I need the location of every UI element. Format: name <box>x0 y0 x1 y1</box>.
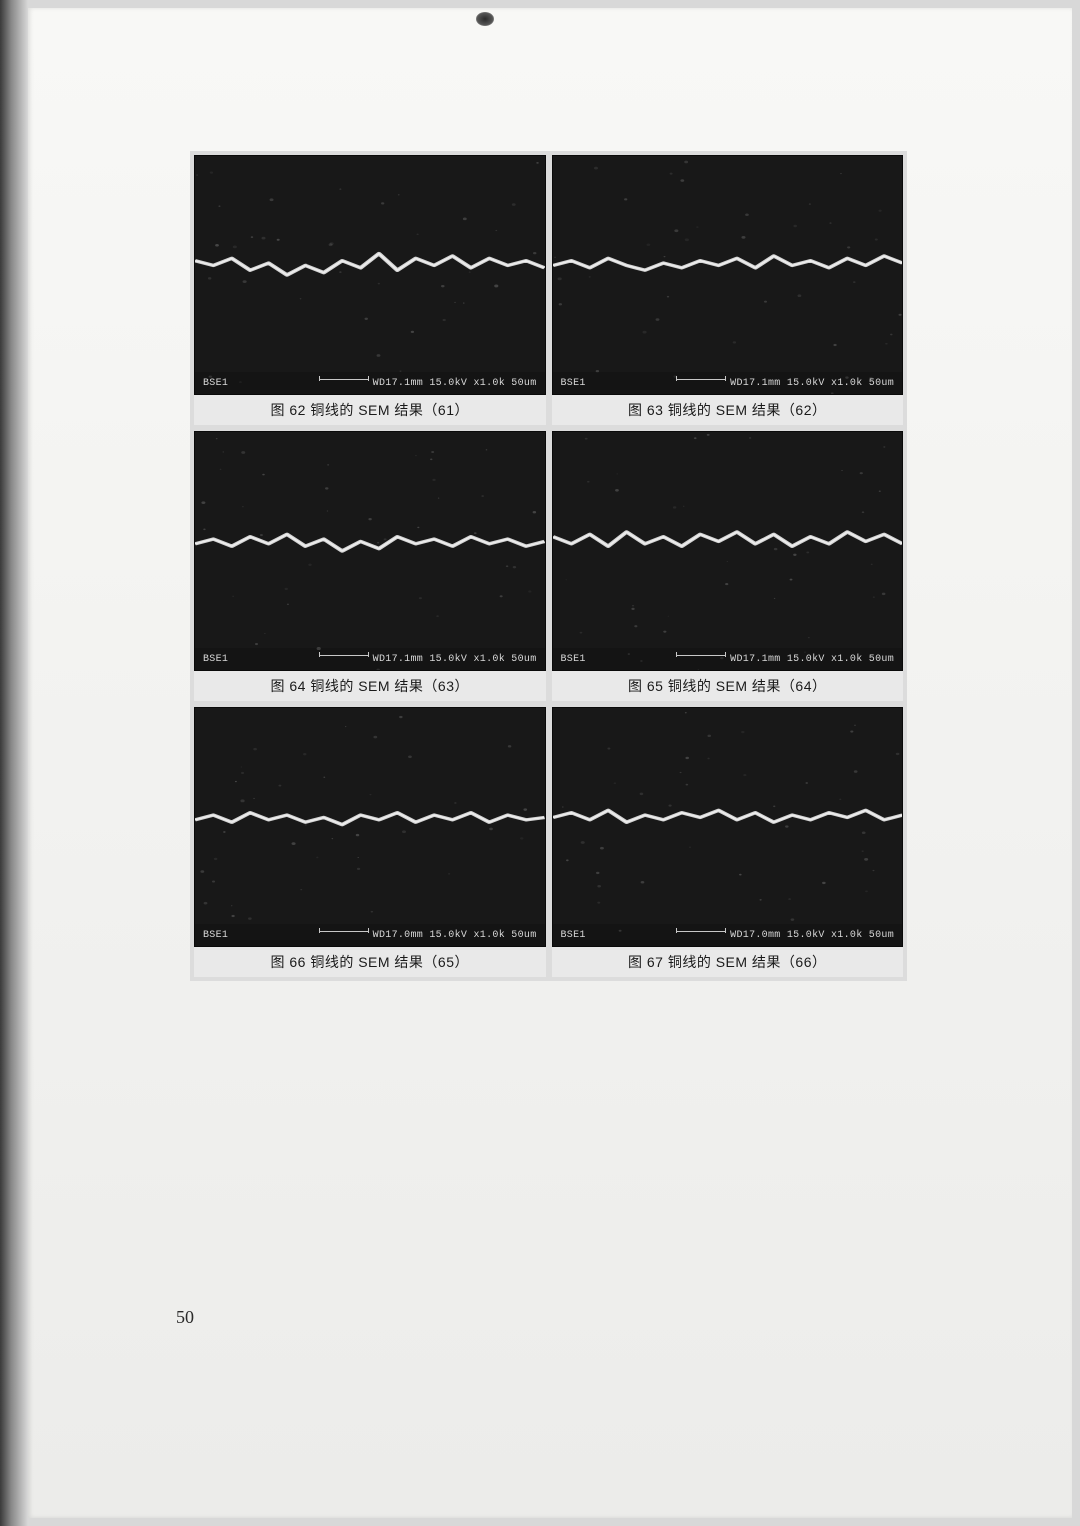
sem-info-bar: BSE1 WD17.0mm 15.0kV x1.0k 50um <box>195 924 545 946</box>
sem-params-text: WD17.1mm 15.0kV x1.0k 50um <box>373 378 537 389</box>
sem-panel: BSE1 WD17.0mm 15.0kV x1.0k 50um 图 66 铜线的… <box>194 707 546 977</box>
sem-params-text: WD17.1mm 15.0kV x1.0k 50um <box>730 378 894 389</box>
sem-scale-ticks <box>676 655 726 663</box>
sem-detector-label: BSE1 <box>561 378 586 389</box>
sem-scale-ticks <box>319 931 369 939</box>
sem-info-bar: BSE1 WD17.1mm 15.0kV x1.0k 50um <box>195 648 545 670</box>
sem-micrograph: BSE1 WD17.0mm 15.0kV x1.0k 50um <box>194 707 546 947</box>
sem-detector-label: BSE1 <box>203 930 228 941</box>
sem-detector-label: BSE1 <box>561 654 586 665</box>
page-number: 50 <box>176 1307 194 1328</box>
sem-info-bar: BSE1 WD17.0mm 15.0kV x1.0k 50um <box>553 924 903 946</box>
sem-panel: BSE1 WD17.1mm 15.0kV x1.0k 50um 图 65 铜线的… <box>552 431 904 701</box>
sem-panel: BSE1 WD17.1mm 15.0kV x1.0k 50um 图 63 铜线的… <box>552 155 904 425</box>
sem-scale-ticks <box>319 379 369 387</box>
sem-params-text: WD17.0mm 15.0kV x1.0k 50um <box>373 930 537 941</box>
sem-scale-ticks <box>676 931 726 939</box>
scan-artifact-mark <box>476 12 494 26</box>
sem-micrograph: BSE1 WD17.1mm 15.0kV x1.0k 50um <box>194 431 546 671</box>
sem-micrograph: BSE1 WD17.1mm 15.0kV x1.0k 50um <box>552 431 904 671</box>
sem-micrograph: BSE1 WD17.1mm 15.0kV x1.0k 50um <box>552 155 904 395</box>
sem-scale-ticks <box>319 655 369 663</box>
sem-info-bar: BSE1 WD17.1mm 15.0kV x1.0k 50um <box>553 372 903 394</box>
sem-scale-params: WD17.0mm 15.0kV x1.0k 50um <box>319 930 537 941</box>
figure-caption: 图 64 铜线的 SEM 结果（63） <box>194 671 546 701</box>
sem-scale-params: WD17.1mm 15.0kV x1.0k 50um <box>319 378 537 389</box>
sem-detector-label: BSE1 <box>203 378 228 389</box>
figure-caption: 图 67 铜线的 SEM 结果（66） <box>552 947 904 977</box>
sem-panel: BSE1 WD17.0mm 15.0kV x1.0k 50um 图 67 铜线的… <box>552 707 904 977</box>
sem-scale-params: WD17.1mm 15.0kV x1.0k 50um <box>676 654 894 665</box>
sem-params-text: WD17.0mm 15.0kV x1.0k 50um <box>730 930 894 941</box>
document-page: BSE1 WD17.1mm 15.0kV x1.0k 50um 图 62 铜线的… <box>28 8 1072 1518</box>
sem-scale-params: WD17.0mm 15.0kV x1.0k 50um <box>676 930 894 941</box>
sem-detector-label: BSE1 <box>561 930 586 941</box>
sem-info-bar: BSE1 WD17.1mm 15.0kV x1.0k 50um <box>553 648 903 670</box>
sem-panel: BSE1 WD17.1mm 15.0kV x1.0k 50um 图 64 铜线的… <box>194 431 546 701</box>
sem-params-text: WD17.1mm 15.0kV x1.0k 50um <box>373 654 537 665</box>
sem-micrograph: BSE1 WD17.0mm 15.0kV x1.0k 50um <box>552 707 904 947</box>
figure-caption: 图 65 铜线的 SEM 结果（64） <box>552 671 904 701</box>
figure-caption: 图 63 铜线的 SEM 结果（62） <box>552 395 904 425</box>
sem-panel: BSE1 WD17.1mm 15.0kV x1.0k 50um 图 62 铜线的… <box>194 155 546 425</box>
figure-caption: 图 66 铜线的 SEM 结果（65） <box>194 947 546 977</box>
figure-caption: 图 62 铜线的 SEM 结果（61） <box>194 395 546 425</box>
scan-binding-edge <box>0 0 28 1526</box>
sem-scale-params: WD17.1mm 15.0kV x1.0k 50um <box>319 654 537 665</box>
sem-scale-params: WD17.1mm 15.0kV x1.0k 50um <box>676 378 894 389</box>
sem-info-bar: BSE1 WD17.1mm 15.0kV x1.0k 50um <box>195 372 545 394</box>
sem-detector-label: BSE1 <box>203 654 228 665</box>
sem-params-text: WD17.1mm 15.0kV x1.0k 50um <box>730 654 894 665</box>
sem-micrograph: BSE1 WD17.1mm 15.0kV x1.0k 50um <box>194 155 546 395</box>
sem-figure-grid: BSE1 WD17.1mm 15.0kV x1.0k 50um 图 62 铜线的… <box>190 151 907 981</box>
sem-scale-ticks <box>676 379 726 387</box>
